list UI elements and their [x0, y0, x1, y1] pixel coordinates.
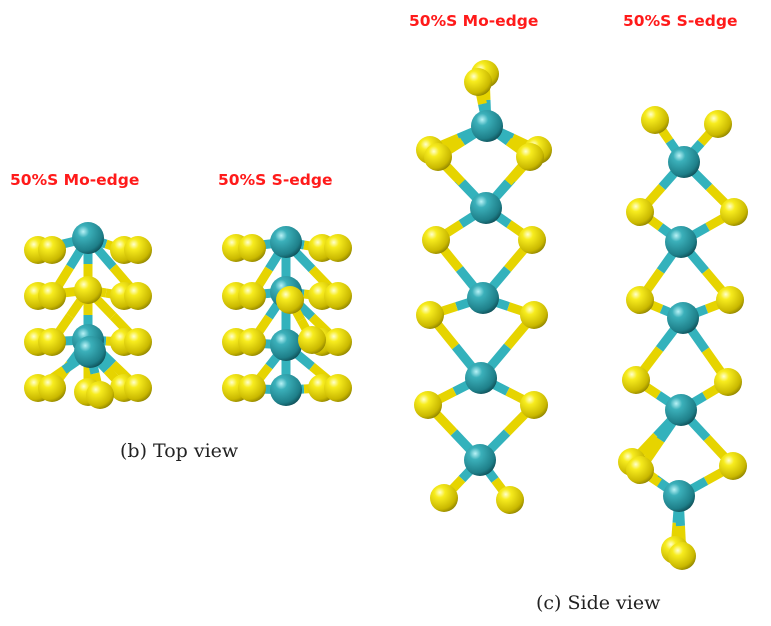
s-atom [324, 328, 352, 356]
s-atom [520, 391, 548, 419]
s-atom [422, 226, 450, 254]
s-atom [704, 110, 732, 138]
mo-atom [667, 302, 699, 334]
side-view-s-edge-structure [618, 106, 748, 570]
mo-atom [470, 192, 502, 224]
mo-atom [270, 226, 302, 258]
s-atom [124, 328, 152, 356]
s-atom [414, 391, 442, 419]
s-atom [719, 452, 747, 480]
s-atom [424, 143, 452, 171]
s-atom [298, 326, 326, 354]
s-atom [124, 374, 152, 402]
mo-atom [72, 222, 104, 254]
s-atom [124, 236, 152, 264]
s-atom [74, 276, 102, 304]
s-atom [641, 106, 669, 134]
s-atom [38, 282, 66, 310]
caption-top-view: (b) Top view [120, 440, 239, 462]
s-atom [622, 366, 650, 394]
s-atom [720, 198, 748, 226]
mo-atom [665, 226, 697, 258]
mo-atom [464, 444, 496, 476]
s-atom [430, 484, 458, 512]
label-top-mo-edge: 50%S Mo-edge [10, 171, 140, 189]
s-atom [464, 68, 492, 96]
label-side-s-edge: 50%S S-edge [623, 12, 738, 30]
mo-atom [74, 336, 106, 368]
s-atom [496, 486, 524, 514]
mo-atom [665, 394, 697, 426]
s-atom [38, 328, 66, 356]
mo-atom [668, 146, 700, 178]
mo-atom [467, 282, 499, 314]
mo-atom [471, 110, 503, 142]
s-atom [516, 143, 544, 171]
s-atom [520, 301, 548, 329]
s-atom [324, 282, 352, 310]
s-atom [38, 374, 66, 402]
label-side-mo-edge: 50%S Mo-edge [409, 12, 539, 30]
s-atom [124, 282, 152, 310]
top-view-mo-edge-structure [24, 222, 152, 409]
s-atom [324, 374, 352, 402]
s-atom [38, 236, 66, 264]
top-view-s-edge-structure [222, 226, 352, 406]
s-atom [416, 301, 444, 329]
s-atom [626, 286, 654, 314]
label-top-s-edge: 50%S S-edge [218, 171, 333, 189]
s-atom [238, 234, 266, 262]
s-atom [716, 286, 744, 314]
s-atom [86, 381, 114, 409]
s-atom [238, 374, 266, 402]
side-view-mo-edge-structure [414, 60, 552, 514]
mo-atom [663, 480, 695, 512]
s-atom [276, 286, 304, 314]
s-atom [238, 282, 266, 310]
mo-atom [270, 329, 302, 361]
s-atom [324, 234, 352, 262]
mo-atom [465, 362, 497, 394]
s-atom [626, 198, 654, 226]
caption-side-view: (c) Side view [536, 592, 661, 614]
s-atom [238, 328, 266, 356]
s-atom [668, 542, 696, 570]
s-atom [626, 456, 654, 484]
s-atom [518, 226, 546, 254]
s-atom [714, 368, 742, 396]
mo-atom [270, 374, 302, 406]
